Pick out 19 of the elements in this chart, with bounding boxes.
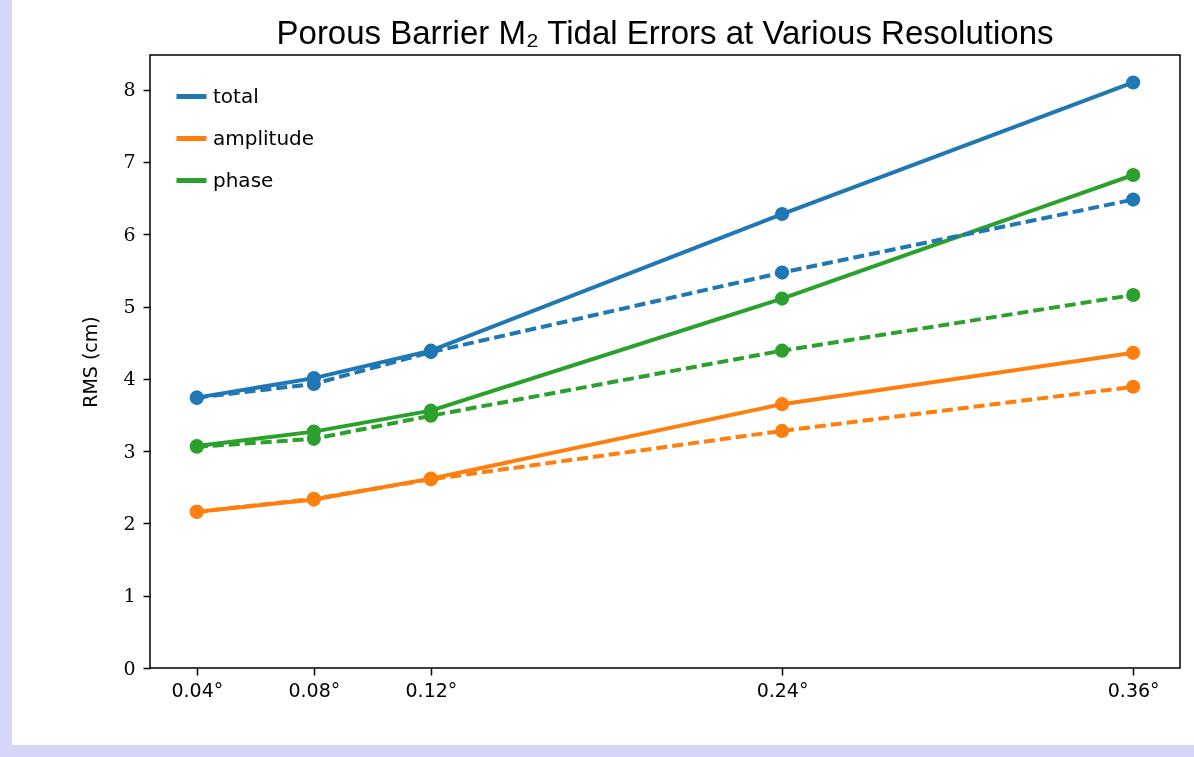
x-tick-label: 0.24° [756,678,809,701]
legend-label: total [213,83,259,108]
y-tick-label: 0 [123,656,136,679]
y-tick-label: 6 [123,222,136,245]
y-tick-label: 7 [123,150,136,173]
y-tick-label: 8 [123,78,136,101]
x-tick-label: 0.12° [405,678,458,701]
y-tick-label: 2 [123,511,136,534]
legend-label: amplitude [213,125,315,150]
y-tick-label: 4 [123,367,136,390]
chart-title: Porous Barrier M₂ Tidal Errors at Various Resolutions [276,14,1054,51]
y-axis-title: RMS (cm) [79,316,102,408]
y-tick-label: 1 [123,584,136,607]
x-tick-label: 0.08° [288,678,341,701]
y-tick-label: 5 [123,295,136,318]
y-tick-label: 3 [123,439,136,462]
x-tick-label: 0.36° [1107,678,1160,701]
legend-label: phase [213,167,274,192]
x-tick-label: 0.04° [171,678,224,701]
